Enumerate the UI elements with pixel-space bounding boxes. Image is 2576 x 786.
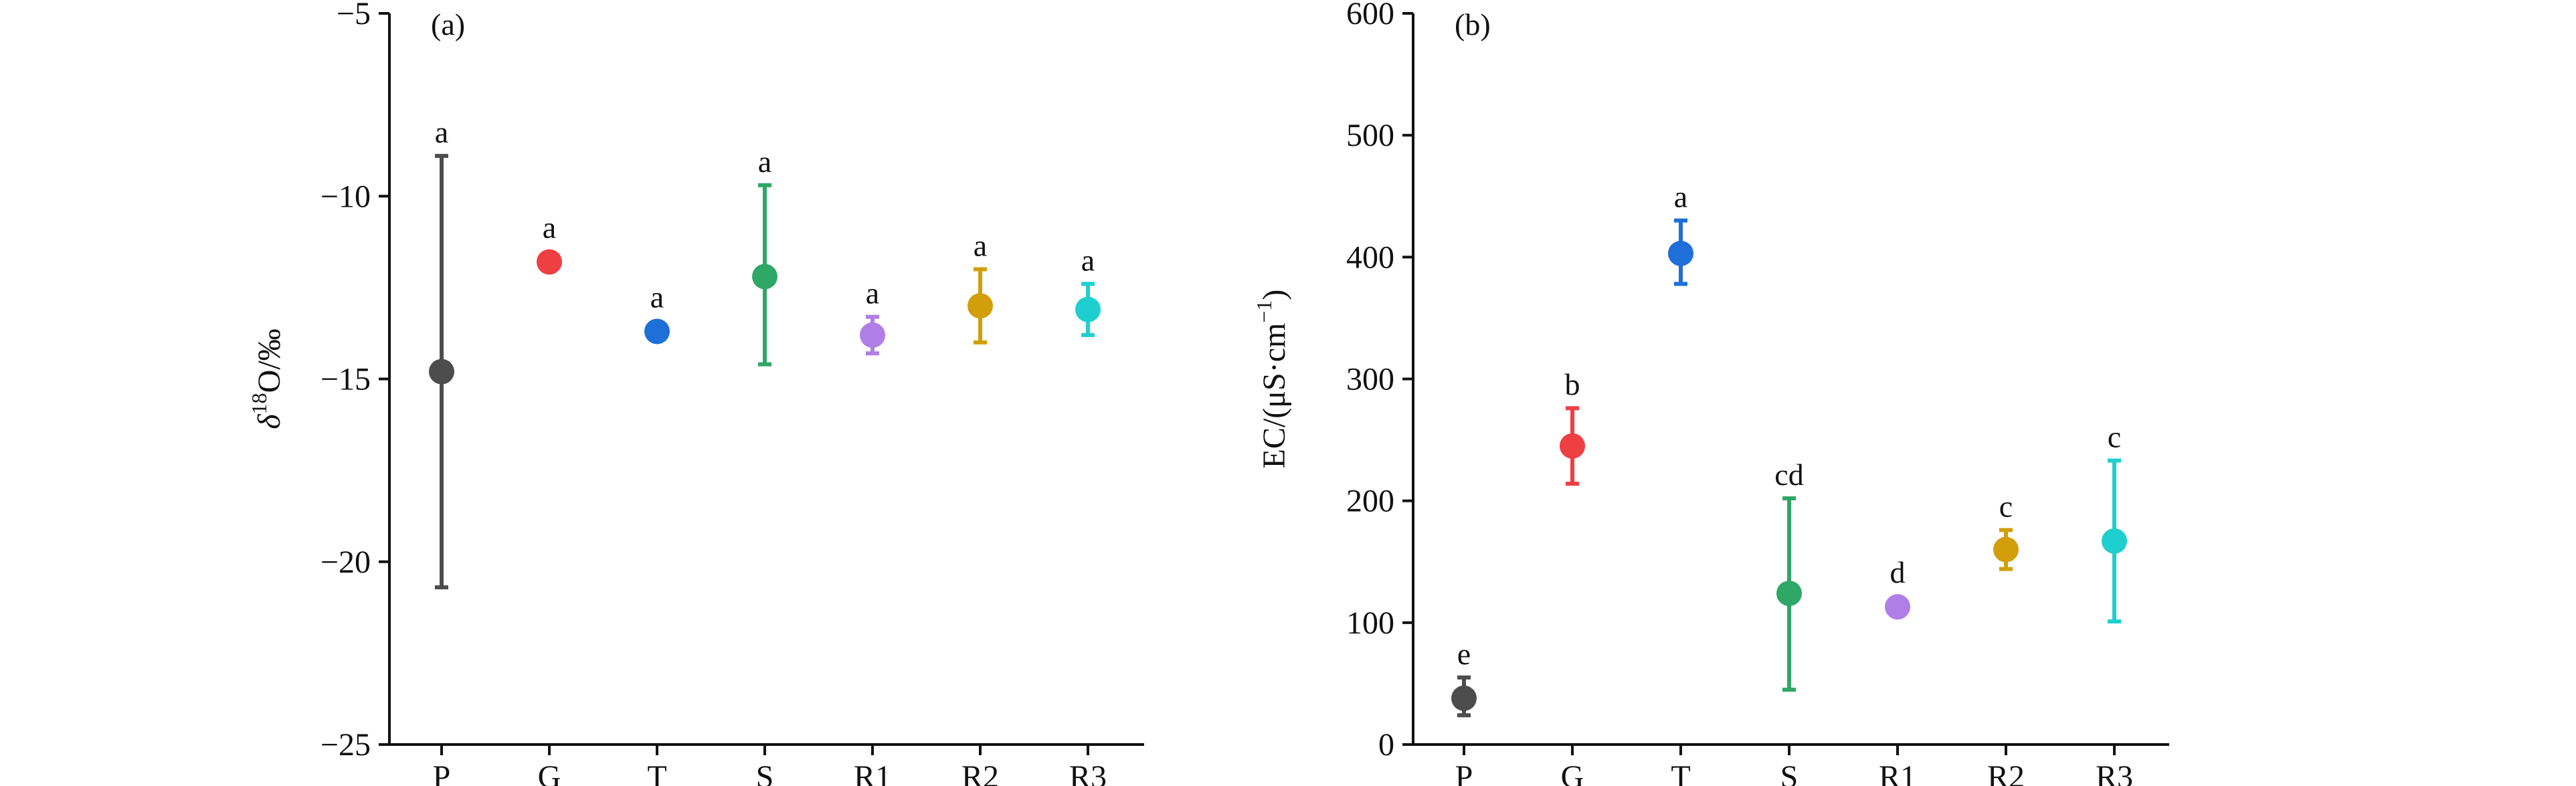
y-axis-title: δ18O/‰ [247, 328, 287, 429]
data-point [1885, 594, 1910, 620]
y-tick-label: −5 [337, 0, 371, 31]
panel-label: (b) [1455, 7, 1491, 41]
significance-letter: a [543, 211, 556, 245]
significance-letter: a [1674, 180, 1687, 214]
data-point [2102, 528, 2127, 554]
significance-letter: a [435, 115, 448, 149]
x-tick-label: G [538, 759, 561, 786]
y-axis-title-suffix: O/‰ [252, 328, 287, 393]
y-axis-title-prefix: EC/(μS·cm [1257, 323, 1292, 469]
data-point [1776, 581, 1802, 607]
y-tick-label: −15 [320, 362, 371, 397]
y-axis-title-superscript: 18 [247, 393, 271, 414]
significance-letter: b [1565, 367, 1580, 401]
y-axis-title: EC/(μS·cm−1) [1252, 290, 1292, 469]
significance-letter: a [758, 144, 771, 179]
significance-letter: a [866, 276, 879, 310]
significance-letter: a [974, 229, 987, 263]
x-tick-label: R1 [854, 759, 891, 786]
y-tick-label: −25 [320, 727, 371, 763]
x-tick-label: R2 [1987, 759, 2025, 786]
y-tick-label: 600 [1346, 0, 1394, 31]
y-tick-label: 300 [1346, 362, 1394, 397]
x-tick-label: R2 [961, 759, 999, 786]
significance-letter: a [1081, 243, 1095, 277]
significance-letter: e [1457, 637, 1471, 671]
y-tick-label: 400 [1346, 239, 1394, 275]
y-axis-title-prefix: δ [252, 414, 287, 429]
x-tick-label: T [647, 759, 666, 786]
significance-letter: c [2108, 420, 2121, 454]
y-axis-title-superscript: −1 [1252, 300, 1276, 323]
y-tick-label: 0 [1378, 727, 1394, 763]
data-point [537, 249, 562, 275]
x-tick-label: P [1455, 759, 1473, 786]
x-tick-label: T [1671, 759, 1690, 786]
y-axis-title-suffix: ) [1257, 290, 1292, 300]
data-point [1075, 296, 1101, 322]
y-tick-label: 100 [1346, 605, 1394, 641]
data-point [429, 359, 454, 385]
y-tick-label: −20 [320, 545, 371, 580]
data-point [860, 322, 885, 348]
data-point [752, 264, 777, 290]
data-point [968, 293, 993, 319]
panel-a: −25 −20 −15 −10 −5 δ18O/‰ (a) Pa Ga Ta Sa R1 a R2 a R3 a [247, 0, 1144, 786]
panel-b: 0 100 200 300 400 500 600 EC/(μS·cm−1) (b) Pe Gb Ta… [1252, 0, 2169, 786]
x-tick-label: S [756, 759, 774, 786]
data-point [644, 318, 670, 345]
significance-letter: c [1999, 489, 2013, 523]
x-tick-label: G [1561, 759, 1584, 786]
data-point [1993, 536, 2019, 563]
x-tick-label: R3 [1069, 759, 1107, 786]
x-tick-label: P [433, 759, 451, 786]
significance-letter: a [650, 280, 664, 314]
x-tick-label: S [1780, 759, 1799, 786]
y-tick-label: −10 [320, 179, 371, 214]
data-point [1560, 433, 1585, 459]
data-point [1668, 240, 1693, 266]
x-tick-label: R1 [1879, 759, 1916, 786]
significance-letter: d [1890, 555, 1906, 589]
x-tick-label: R3 [2096, 759, 2133, 786]
y-tick-label: 500 [1346, 118, 1394, 153]
panel-label: (a) [431, 7, 465, 41]
y-tick-label: 200 [1346, 484, 1394, 519]
significance-letter: cd [1774, 458, 1803, 492]
data-point [1451, 685, 1477, 711]
